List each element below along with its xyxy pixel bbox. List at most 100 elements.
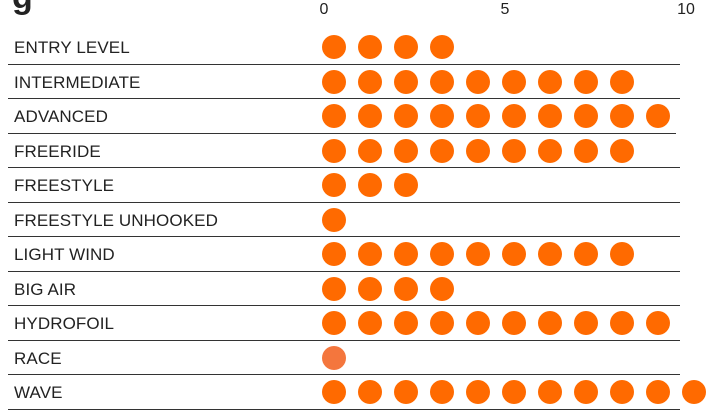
rating-dot: [610, 69, 634, 94]
rating-dot: [430, 69, 454, 94]
rating-dot: [574, 311, 598, 335]
rating-dot: [322, 242, 346, 266]
rating-dot: [358, 276, 382, 301]
rating-row: INTERMEDIATE: [0, 65, 719, 99]
rating-row: HYDROFOIL: [0, 306, 719, 341]
rating-row: ENTRY LEVEL: [0, 30, 719, 65]
rating-dot: [646, 380, 670, 404]
row-divider: [8, 270, 680, 272]
rating-dot: [430, 242, 454, 266]
rating-dot: [322, 311, 346, 335]
rating-dot: [430, 380, 454, 404]
rating-dot: [430, 104, 454, 128]
rating-dot: [610, 380, 634, 404]
rating-dot: [574, 242, 598, 266]
rating-dot: [322, 35, 346, 59]
clipped-heading-fragment: g: [12, 0, 33, 17]
rating-dot: [358, 311, 382, 335]
rating-dot: [538, 69, 562, 94]
row-label: FREERIDE: [14, 141, 101, 161]
rating-dot: [574, 138, 598, 163]
row-divider: [8, 201, 680, 203]
row-label: RACE: [14, 348, 62, 368]
rating-row: WAVE: [0, 375, 719, 410]
row-divider: [8, 339, 680, 341]
row-label: ADVANCED: [14, 107, 109, 126]
rating-dot: [538, 311, 562, 335]
rating-dot: [610, 242, 634, 266]
rating-scale: 0 5 10: [0, 0, 719, 30]
rating-dot: [394, 311, 418, 335]
rating-dot: [322, 380, 346, 404]
rating-dot: [646, 311, 670, 335]
row-divider: [8, 374, 680, 375]
rating-row: RACE: [0, 341, 719, 375]
rating-dot: [358, 35, 382, 59]
rating-dot: [322, 138, 346, 163]
row-label: FREESTYLE: [14, 176, 115, 195]
rating-dot: [502, 138, 526, 163]
rating-dot: [502, 69, 526, 94]
row-label: INTERMEDIATE: [14, 72, 141, 92]
row-divider: [8, 305, 680, 306]
rating-dot: [358, 138, 382, 163]
rating-dot: [394, 242, 418, 266]
rating-dot: [394, 35, 418, 59]
rating-row: ADVANCED: [0, 99, 719, 134]
rating-table: ENTRY LEVEL INTERMEDIATE ADVANCED FREERIDE F…: [0, 30, 719, 410]
rating-row: FREESTYLE UNHOOKED: [0, 203, 719, 237]
rating-dot: [610, 311, 634, 335]
rating-dot: [610, 138, 634, 163]
rating-dot: [322, 69, 346, 94]
rating-dot: [466, 242, 490, 266]
rating-row: BIG AIR: [0, 272, 719, 306]
row-divider: [8, 98, 680, 99]
rating-dot: [502, 380, 526, 404]
row-divider: [8, 236, 680, 237]
rating-dot: [430, 35, 454, 59]
rating-dot: [430, 138, 454, 163]
rating-dot: [358, 380, 382, 404]
rating-dot: [646, 104, 670, 128]
rating-dot: [502, 104, 526, 128]
rating-dot: [574, 104, 598, 128]
rating-dot: [394, 138, 418, 163]
rating-dot: [466, 138, 490, 163]
rating-dot: [538, 138, 562, 163]
scale-tick-0: 0: [319, 1, 329, 18]
rating-dot: [394, 380, 418, 404]
rating-dot: [430, 311, 454, 335]
rating-dot: [466, 311, 490, 335]
row-label: LIGHT WIND: [14, 245, 115, 264]
rating-dot: [358, 242, 382, 266]
rating-dot: [538, 242, 562, 266]
rating-dot: [358, 104, 382, 128]
rating-dot: [502, 311, 526, 335]
row-label: BIG AIR: [14, 279, 77, 299]
rating-dot: [466, 104, 490, 128]
rating-dot: [466, 380, 490, 404]
rating-dot: [394, 69, 418, 94]
rating-dot: [358, 173, 382, 197]
row-label: FREESTYLE UNHOOKED: [14, 210, 218, 230]
row-divider: [8, 167, 680, 168]
rating-dot: [466, 69, 490, 94]
row-divider: [8, 132, 676, 134]
rating-dot: [322, 276, 346, 301]
scale-tick-5: 5: [500, 1, 510, 18]
rating-dot: [502, 242, 526, 266]
rating-dot: [682, 380, 706, 404]
rating-dot: [322, 345, 346, 370]
rating-dot: [322, 104, 346, 128]
rating-dot: [394, 276, 418, 301]
rating-dot: [430, 276, 454, 301]
row-label: HYDROFOIL: [14, 314, 115, 333]
rating-dot: [610, 104, 634, 128]
rating-dot: [574, 380, 598, 404]
row-divider: [8, 63, 680, 65]
row-label: WAVE: [14, 383, 63, 402]
rating-dot: [322, 207, 346, 232]
row-label: ENTRY LEVEL: [14, 38, 130, 57]
rating-dot: [538, 104, 562, 128]
rating-dot: [394, 173, 418, 197]
